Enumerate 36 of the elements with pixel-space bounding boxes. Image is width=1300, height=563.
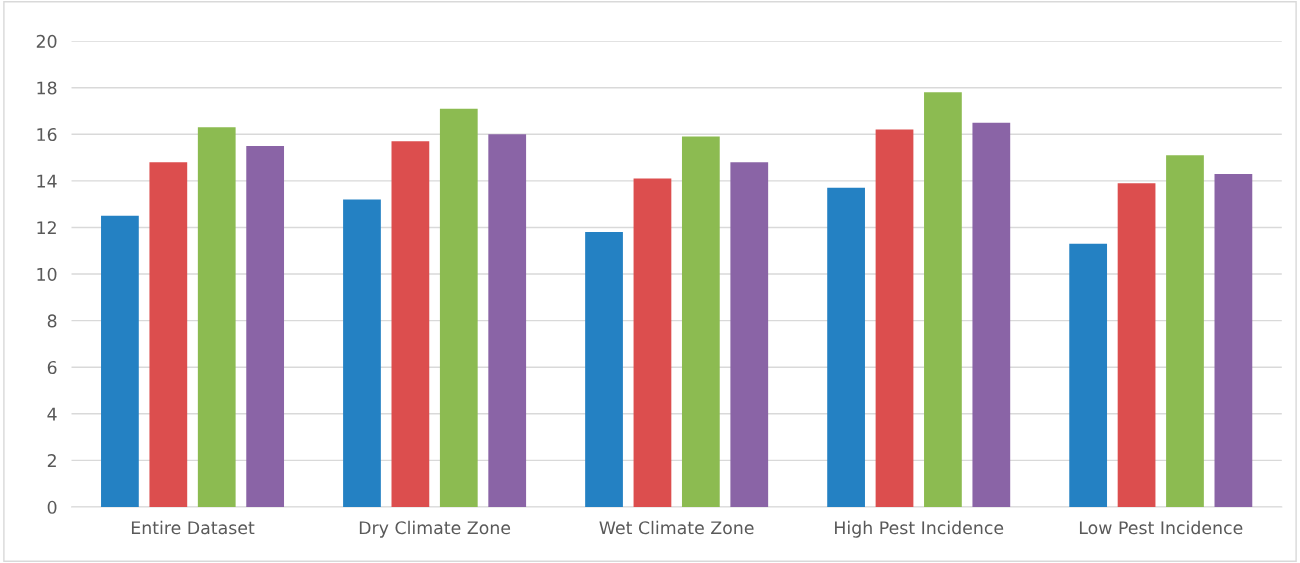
y-tick-label: 10 [37, 267, 57, 281]
bar [1069, 243, 1108, 507]
bar [246, 145, 285, 507]
bar [681, 136, 720, 507]
y-tick-label: 6 [47, 360, 57, 375]
y-tick-label: 2 [47, 454, 56, 467]
bar [391, 141, 430, 507]
bar [1166, 155, 1204, 507]
x-tick-label: Entire Dataset [131, 520, 255, 535]
bar [827, 187, 865, 507]
y-tick-label: 20 [36, 34, 57, 48]
bar [1117, 183, 1156, 507]
bar [924, 92, 962, 507]
bar [875, 129, 914, 507]
bar [439, 108, 478, 507]
y-tick-label: 16 [37, 127, 57, 142]
bar [633, 178, 672, 507]
bar [972, 122, 1011, 507]
bar [1214, 173, 1253, 507]
bar [730, 162, 769, 507]
y-tick-label: 14 [37, 174, 57, 188]
x-tick-label: Dry Climate Zone [359, 520, 511, 538]
y-tick-label: 0 [47, 500, 57, 514]
x-tick-label: Low Pest Incidence [1079, 520, 1243, 535]
bar [585, 232, 623, 507]
bar [488, 134, 527, 507]
y-tick-label: 18 [37, 81, 57, 95]
bar [343, 199, 381, 507]
x-tick-label: High Pest Incidence [835, 520, 1004, 538]
y-tick-label: 12 [37, 221, 56, 235]
y-tick-label: 8 [47, 314, 57, 328]
bar [197, 127, 236, 507]
y-tick-label: 4 [47, 407, 57, 421]
bar [149, 162, 188, 507]
x-tick-label: Wet Climate Zone [599, 520, 754, 535]
bar [101, 215, 139, 507]
